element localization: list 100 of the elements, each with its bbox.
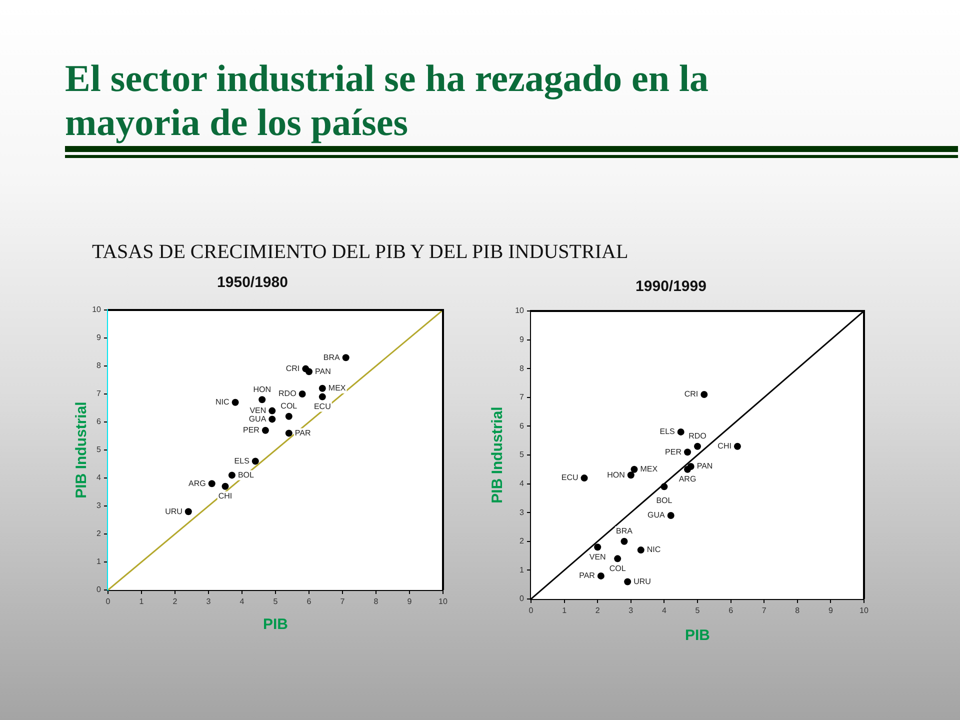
y-tick-label: 2 xyxy=(520,536,525,546)
point xyxy=(684,448,692,456)
x-tick-label: 10 xyxy=(860,606,869,616)
y-tick-label: 6 xyxy=(96,417,102,426)
x-tick-label: 3 xyxy=(206,597,212,606)
annotation: PAN xyxy=(696,462,713,471)
annotation: MEX xyxy=(640,464,658,474)
annotation: CHI xyxy=(218,492,232,501)
annotation: BRA xyxy=(616,526,634,536)
x-axis-title: PIB xyxy=(262,616,288,634)
point xyxy=(262,426,269,434)
chart-title: 1950/1980 xyxy=(217,274,288,292)
y-axis-title: PIB Industrial xyxy=(73,402,90,498)
y-tick-label: 0 xyxy=(96,585,102,594)
annotation: HON xyxy=(607,470,626,480)
annotation: HON xyxy=(253,384,272,394)
y-tick-label: 4 xyxy=(96,473,102,482)
y-tick-label: 10 xyxy=(92,305,102,314)
point xyxy=(630,466,638,473)
annotation: ARG xyxy=(188,478,206,488)
point xyxy=(285,412,292,420)
point xyxy=(306,368,312,376)
x-tick-label: 0 xyxy=(528,606,534,616)
point xyxy=(580,474,588,482)
point xyxy=(318,393,326,400)
y-tick-label: 5 xyxy=(520,450,525,460)
annotation: COL xyxy=(609,564,626,573)
annotation: PAN xyxy=(315,366,332,376)
chart-title: 1990/1999 xyxy=(636,278,706,296)
text: TASAS DE CRECIMIENTO DEL PIB Y DEL PIB INDUSTRIAL xyxy=(92,240,628,264)
annotation: PAR xyxy=(579,571,596,580)
annotation: CRI xyxy=(684,390,698,399)
annotation: ECU xyxy=(561,473,579,482)
annotation: VEN xyxy=(589,552,606,562)
y-tick-label: 1 xyxy=(520,565,525,574)
point xyxy=(660,483,668,490)
y-axis-title: PIB Industrial xyxy=(489,406,506,504)
x-tick-label: 0 xyxy=(106,597,111,606)
annotation: MEX xyxy=(328,384,346,393)
annotation: ELS xyxy=(660,427,675,436)
y-tick-label: 8 xyxy=(96,361,102,370)
annotation: ECU xyxy=(314,402,332,412)
annotation: NIC xyxy=(646,545,661,554)
y-tick-label: 3 xyxy=(96,501,102,510)
point xyxy=(700,391,708,398)
x-tick-label: 5 xyxy=(273,597,278,606)
point xyxy=(677,428,684,436)
point xyxy=(667,512,674,519)
point xyxy=(637,546,644,554)
x-tick-label: 8 xyxy=(795,606,800,616)
annotation: PER xyxy=(665,447,682,456)
point xyxy=(268,416,276,423)
point xyxy=(734,442,741,450)
x-tick-label: 9 xyxy=(828,606,834,616)
annotation: COL xyxy=(280,402,298,411)
x-tick-label: 6 xyxy=(728,606,734,616)
annotation: ELS xyxy=(234,456,250,466)
annotation: BOL xyxy=(238,470,255,480)
x-tick-label: 4 xyxy=(662,606,667,616)
annotation: GUA xyxy=(248,414,267,424)
point xyxy=(184,508,192,516)
annotation: GUA xyxy=(648,510,666,520)
x-tick-label: 10 xyxy=(438,597,448,606)
annotation: URU xyxy=(634,576,652,586)
annotation: CRI xyxy=(286,364,300,374)
x-tick-label: 5 xyxy=(695,606,700,616)
x-tick-label: 4 xyxy=(240,597,245,606)
point xyxy=(298,390,306,398)
y-tick-label: 9 xyxy=(96,333,102,342)
y-tick-label: 4 xyxy=(520,479,525,488)
point xyxy=(624,578,632,586)
point xyxy=(620,538,628,545)
x-tick-label: 8 xyxy=(374,597,379,606)
y-tick-label: 6 xyxy=(520,421,525,430)
y-tick-label: 9 xyxy=(520,335,525,344)
y-tick-label: 1 xyxy=(96,557,102,566)
text: El sector industrial se ha rezagado en la mayoria de los países xyxy=(65,57,710,145)
point xyxy=(594,544,602,551)
annotation: ARG xyxy=(678,474,696,484)
point xyxy=(597,572,604,580)
x-tick-label: 7 xyxy=(340,597,346,606)
x-tick-label: 1 xyxy=(139,597,144,606)
point xyxy=(268,407,276,414)
point xyxy=(684,466,692,473)
point xyxy=(222,482,229,490)
point xyxy=(208,480,216,488)
annotation: BOL xyxy=(656,496,673,505)
y-tick-label: 8 xyxy=(520,364,525,373)
point xyxy=(232,398,239,406)
annotation: PAR xyxy=(294,428,311,438)
y-tick-label: 2 xyxy=(96,529,102,538)
annotation: VEN xyxy=(250,406,266,416)
annotation: URU xyxy=(165,506,183,516)
annotation: PER xyxy=(243,426,260,435)
x-tick-label: 1 xyxy=(562,606,568,616)
point xyxy=(228,472,236,479)
point xyxy=(318,384,326,392)
point xyxy=(627,472,634,479)
x-tick-label: 3 xyxy=(628,606,634,616)
point xyxy=(285,430,292,437)
